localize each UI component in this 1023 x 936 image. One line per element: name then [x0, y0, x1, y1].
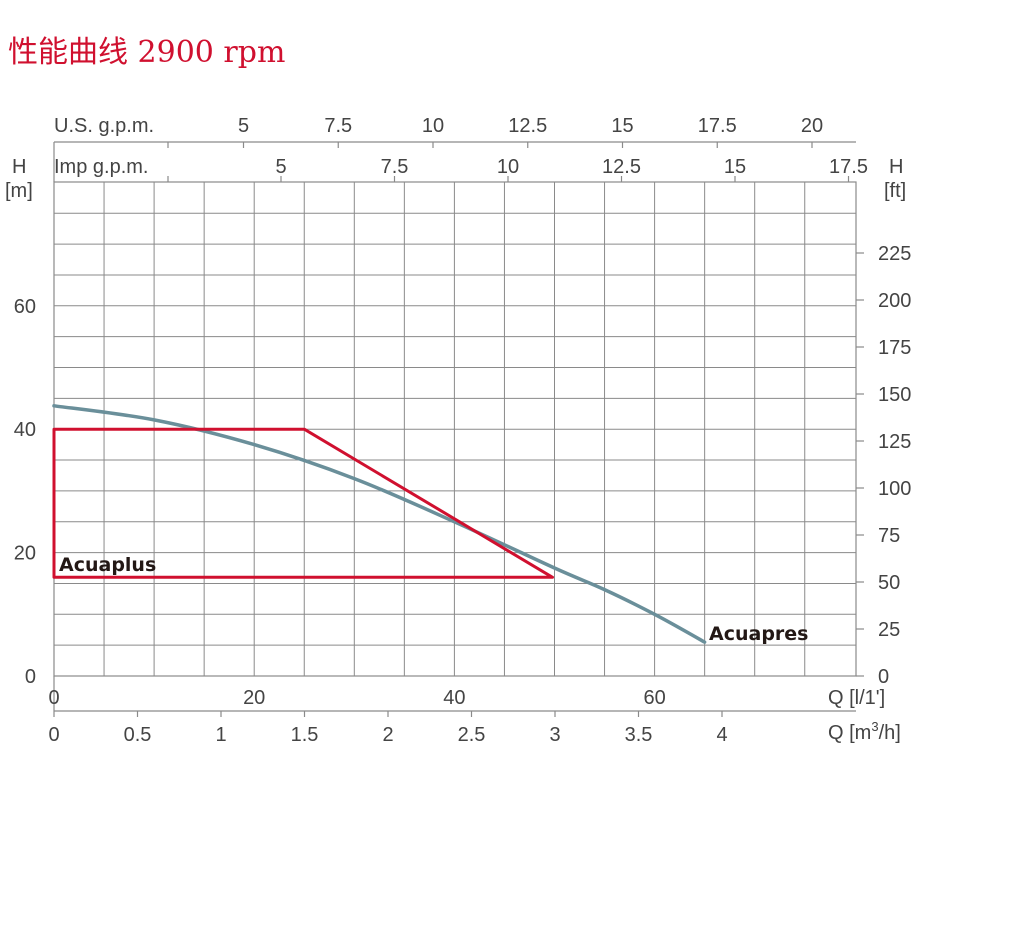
bottom-m3h-tick-label: 0 [48, 724, 59, 746]
chart-series [52, 404, 707, 644]
right-tick-label: 25 [878, 619, 900, 641]
top-usgpm-tick-label: 20 [801, 115, 823, 137]
right-axis-label: H [889, 156, 903, 178]
right-tick-label: 100 [878, 478, 911, 500]
bottom-m3h-tick-label: 4 [716, 724, 727, 746]
right-tick-label: 75 [878, 525, 900, 547]
top-impgpm-tick-label: 7.5 [381, 156, 409, 178]
top-usgpm-tick-label: 12.5 [508, 115, 547, 137]
left-axis-unit: [m] [5, 180, 33, 202]
top-impgpm-tick-label: 17.5 [829, 156, 868, 178]
series-label-acuapres: Acuapres [709, 623, 808, 645]
top-usgpm-tick-label: 15 [611, 115, 633, 137]
right-tick-label: 175 [878, 337, 911, 359]
chart-grid [54, 182, 856, 676]
right-tick-label: 225 [878, 243, 911, 265]
top-impgpm-tick-label: 12.5 [602, 156, 641, 178]
bottom-m3h-tick-label: 1.5 [291, 724, 319, 746]
right-tick-label: 50 [878, 572, 900, 594]
top-usgpm-tick-label: 7.5 [324, 115, 352, 137]
top-axis-usgpm-label: U.S. g.p.m. [54, 115, 154, 137]
left-tick-label: 40 [14, 419, 36, 441]
left-tick-label: 60 [14, 296, 36, 318]
bottom-axis-m3h-label: Q [m3/h] [828, 719, 901, 744]
left-axis-label: H [12, 156, 26, 178]
bottom-m3h-tick-label: 1 [215, 724, 226, 746]
top-axis-impgpm-label: Imp g.p.m. [54, 156, 148, 178]
top-usgpm-tick-label: 5 [238, 115, 249, 137]
bottom-m3h-tick-label: 0.5 [124, 724, 152, 746]
right-tick-label: 0 [878, 666, 889, 688]
series-line-acuaplus [52, 427, 554, 579]
right-tick-label: 125 [878, 431, 911, 453]
bottom-lpm-tick-label: 0 [48, 687, 59, 709]
bottom-m3h-tick-label: 3 [549, 724, 560, 746]
bottom-axis-lpm-label: Q [l/1'] [828, 687, 885, 709]
left-tick-label: 0 [25, 666, 36, 688]
left-tick-label: 20 [14, 543, 36, 565]
right-tick-label: 150 [878, 384, 911, 406]
bottom-m3h-tick-label: 2 [382, 724, 393, 746]
bottom-m3h-tick-label: 2.5 [458, 724, 486, 746]
bottom-lpm-tick-label: 60 [643, 687, 665, 709]
top-usgpm-tick-label: 10 [422, 115, 444, 137]
right-tick-label: 200 [878, 290, 911, 312]
top-usgpm-tick-label: 17.5 [698, 115, 737, 137]
top-impgpm-tick-label: 15 [724, 156, 746, 178]
top-impgpm-tick-label: 5 [275, 156, 286, 178]
series-line-acuapres [52, 404, 707, 644]
bottom-lpm-tick-label: 20 [243, 687, 265, 709]
chart-title: 性能曲线 2900 rpm [8, 35, 285, 70]
series-label-acuaplus: Acuaplus [59, 554, 156, 576]
right-axis-unit: [ft] [884, 180, 906, 202]
bottom-lpm-tick-label: 40 [443, 687, 465, 709]
bottom-m3h-tick-label: 3.5 [625, 724, 653, 746]
top-impgpm-tick-label: 10 [497, 156, 519, 178]
